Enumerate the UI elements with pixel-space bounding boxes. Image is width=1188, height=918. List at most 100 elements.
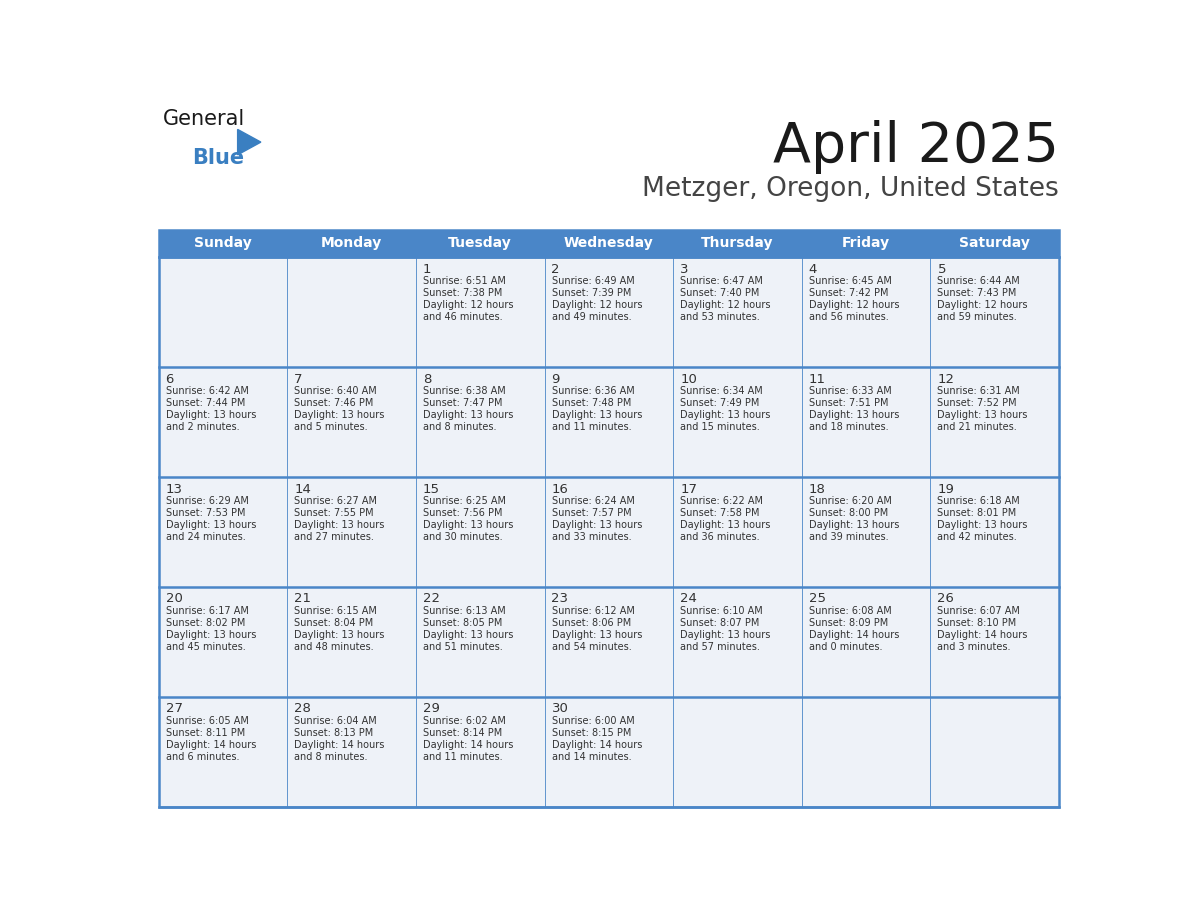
Text: Daylight: 12 hours: Daylight: 12 hours (423, 300, 513, 310)
Bar (158, 230, 1060, 257)
Text: Monday: Monday (321, 236, 383, 251)
Text: Sunset: 7:57 PM: Sunset: 7:57 PM (551, 509, 631, 519)
Text: 26: 26 (937, 592, 954, 606)
Text: Thursday: Thursday (701, 236, 773, 251)
Text: Daylight: 12 hours: Daylight: 12 hours (551, 300, 642, 310)
Text: 28: 28 (295, 702, 311, 715)
Text: Sunset: 7:47 PM: Sunset: 7:47 PM (423, 398, 503, 409)
Bar (287, 588, 416, 697)
Text: 17: 17 (681, 483, 697, 496)
Text: Sunrise: 6:42 AM: Sunrise: 6:42 AM (165, 386, 248, 397)
Text: Daylight: 13 hours: Daylight: 13 hours (423, 410, 513, 420)
Text: Sunset: 8:14 PM: Sunset: 8:14 PM (423, 728, 503, 738)
Text: Sunset: 8:07 PM: Sunset: 8:07 PM (681, 619, 759, 628)
Text: Daylight: 14 hours: Daylight: 14 hours (809, 631, 899, 640)
Text: and 45 minutes.: and 45 minutes. (165, 643, 245, 652)
Text: Sunset: 7:44 PM: Sunset: 7:44 PM (165, 398, 245, 409)
Text: Daylight: 13 hours: Daylight: 13 hours (937, 521, 1028, 531)
Text: and 56 minutes.: and 56 minutes. (809, 312, 889, 322)
Bar (416, 367, 544, 477)
Bar (287, 367, 416, 477)
Bar (802, 477, 930, 588)
Text: 22: 22 (423, 592, 440, 606)
Bar (287, 257, 416, 367)
Text: Sunset: 7:55 PM: Sunset: 7:55 PM (295, 509, 374, 519)
Bar (158, 367, 287, 477)
Text: Sunset: 7:46 PM: Sunset: 7:46 PM (295, 398, 373, 409)
Bar (544, 697, 674, 807)
Text: Daylight: 13 hours: Daylight: 13 hours (551, 521, 642, 531)
Text: 12: 12 (937, 373, 954, 386)
Text: Sunrise: 6:24 AM: Sunrise: 6:24 AM (551, 497, 634, 507)
Text: Sunset: 8:04 PM: Sunset: 8:04 PM (295, 619, 373, 628)
Bar (930, 697, 1060, 807)
Text: and 59 minutes.: and 59 minutes. (937, 312, 1017, 322)
Text: General: General (163, 109, 245, 129)
Bar (158, 257, 287, 367)
Text: Sunrise: 6:51 AM: Sunrise: 6:51 AM (423, 276, 506, 286)
Text: Sunrise: 6:08 AM: Sunrise: 6:08 AM (809, 607, 891, 616)
Text: 6: 6 (165, 373, 173, 386)
Text: Sunset: 8:15 PM: Sunset: 8:15 PM (551, 728, 631, 738)
Text: Sunday: Sunday (194, 236, 252, 251)
Text: Sunrise: 6:38 AM: Sunrise: 6:38 AM (423, 386, 506, 397)
Text: Daylight: 13 hours: Daylight: 13 hours (809, 410, 899, 420)
Text: and 57 minutes.: and 57 minutes. (681, 643, 760, 652)
Text: 2: 2 (551, 263, 560, 275)
Text: 3: 3 (681, 263, 689, 275)
Text: and 46 minutes.: and 46 minutes. (423, 312, 503, 322)
Text: Sunset: 7:42 PM: Sunset: 7:42 PM (809, 288, 889, 298)
Bar (802, 257, 930, 367)
Text: and 15 minutes.: and 15 minutes. (681, 422, 760, 432)
Text: and 49 minutes.: and 49 minutes. (551, 312, 631, 322)
Text: and 27 minutes.: and 27 minutes. (295, 532, 374, 543)
Bar (416, 477, 544, 588)
Text: 11: 11 (809, 373, 826, 386)
Bar (802, 588, 930, 697)
Text: Sunset: 8:05 PM: Sunset: 8:05 PM (423, 619, 503, 628)
Text: Sunrise: 6:13 AM: Sunrise: 6:13 AM (423, 607, 506, 616)
Text: Sunrise: 6:12 AM: Sunrise: 6:12 AM (551, 607, 634, 616)
Text: Metzger, Oregon, United States: Metzger, Oregon, United States (643, 175, 1060, 202)
Text: Sunset: 7:53 PM: Sunset: 7:53 PM (165, 509, 245, 519)
Text: Wednesday: Wednesday (564, 236, 653, 251)
Text: 15: 15 (423, 483, 440, 496)
Text: Sunrise: 6:22 AM: Sunrise: 6:22 AM (681, 497, 763, 507)
Text: Daylight: 13 hours: Daylight: 13 hours (681, 410, 771, 420)
Bar (158, 230, 1060, 807)
Text: 20: 20 (165, 592, 183, 606)
Text: Daylight: 12 hours: Daylight: 12 hours (937, 300, 1028, 310)
Text: and 5 minutes.: and 5 minutes. (295, 422, 368, 432)
Text: Sunset: 7:40 PM: Sunset: 7:40 PM (681, 288, 759, 298)
Text: Sunrise: 6:45 AM: Sunrise: 6:45 AM (809, 276, 892, 286)
Text: 30: 30 (551, 702, 568, 715)
Text: Sunset: 7:38 PM: Sunset: 7:38 PM (423, 288, 503, 298)
Bar (674, 588, 802, 697)
Text: Sunrise: 6:29 AM: Sunrise: 6:29 AM (165, 497, 248, 507)
Text: Sunset: 8:10 PM: Sunset: 8:10 PM (937, 619, 1017, 628)
Text: 16: 16 (551, 483, 568, 496)
Bar (674, 697, 802, 807)
Text: and 54 minutes.: and 54 minutes. (551, 643, 631, 652)
Text: and 11 minutes.: and 11 minutes. (423, 752, 503, 762)
Text: 14: 14 (295, 483, 311, 496)
Text: Sunset: 8:00 PM: Sunset: 8:00 PM (809, 509, 889, 519)
Text: Daylight: 13 hours: Daylight: 13 hours (165, 410, 255, 420)
Text: and 33 minutes.: and 33 minutes. (551, 532, 631, 543)
Text: Sunset: 8:09 PM: Sunset: 8:09 PM (809, 619, 889, 628)
Text: Daylight: 13 hours: Daylight: 13 hours (295, 521, 385, 531)
Text: Sunrise: 6:18 AM: Sunrise: 6:18 AM (937, 497, 1020, 507)
Text: Daylight: 13 hours: Daylight: 13 hours (423, 631, 513, 640)
Text: and 11 minutes.: and 11 minutes. (551, 422, 631, 432)
Bar (416, 257, 544, 367)
Text: 7: 7 (295, 373, 303, 386)
Bar (930, 588, 1060, 697)
Text: Sunset: 7:48 PM: Sunset: 7:48 PM (551, 398, 631, 409)
Bar (544, 257, 674, 367)
Text: and 14 minutes.: and 14 minutes. (551, 752, 631, 762)
Text: Sunset: 7:56 PM: Sunset: 7:56 PM (423, 509, 503, 519)
Text: 18: 18 (809, 483, 826, 496)
Text: Daylight: 13 hours: Daylight: 13 hours (551, 410, 642, 420)
Text: Daylight: 14 hours: Daylight: 14 hours (165, 740, 255, 750)
Text: and 8 minutes.: and 8 minutes. (423, 422, 497, 432)
